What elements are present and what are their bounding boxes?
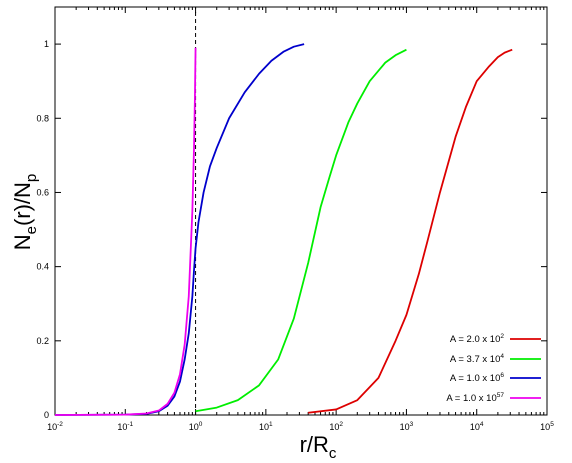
legend-label-exp: 4 xyxy=(500,353,504,360)
series-line-4 xyxy=(54,47,197,416)
series-line-2 xyxy=(195,48,407,413)
x-tick-label-base: 10 xyxy=(117,422,127,432)
y-tick-label: 0 xyxy=(44,410,49,420)
legend-label-prefix: A = 1.0 x 10 xyxy=(450,373,500,384)
x-tick-label-exp: 1 xyxy=(269,421,273,428)
x-tick-label-exp: -2 xyxy=(57,421,63,428)
x-tick-label: 105 xyxy=(540,421,554,432)
legend-label-4: A = 1.0 x 1057 xyxy=(446,392,504,404)
x-tick-label-exp: 3 xyxy=(410,421,414,428)
x-axis-title-main: r/R xyxy=(300,432,329,457)
x-tick-label-exp: 0 xyxy=(199,421,203,428)
legend-label-exp: 6 xyxy=(500,372,504,379)
legend-label-1: A = 2.0 x 102 xyxy=(450,333,504,345)
legend-label-exp: 2 xyxy=(500,333,504,340)
y-tick-label: 0.4 xyxy=(36,262,49,272)
x-tick-label-exp: -1 xyxy=(127,421,133,428)
y-tick-label: 1 xyxy=(44,39,49,49)
x-tick-label-base: 10 xyxy=(540,422,550,432)
x-tick-label: 10-1 xyxy=(117,421,133,432)
legend-label-3: A = 1.0 x 106 xyxy=(450,372,504,384)
plot-frame xyxy=(54,6,548,416)
x-tick-label: 102 xyxy=(329,421,343,432)
x-tick-label: 101 xyxy=(259,421,273,432)
y-axis-title-sub: e xyxy=(23,226,40,234)
series-line-1 xyxy=(308,48,513,414)
x-tick-label-base: 10 xyxy=(259,422,269,432)
y-axis-title: Ne(r)/Np xyxy=(10,174,40,251)
series-group xyxy=(54,43,513,416)
legend-label-exp: 57 xyxy=(497,392,505,399)
x-tick-label-base: 10 xyxy=(47,422,57,432)
y-axis-title-sub2: p xyxy=(23,174,40,182)
x-tick-label-base: 10 xyxy=(470,422,480,432)
legend-label-prefix: A = 3.7 x 10 xyxy=(450,354,500,365)
x-tick-label-exp: 4 xyxy=(480,421,484,428)
y-tick-label: 0.8 xyxy=(36,113,49,123)
legend-label-prefix: A = 1.0 x 10 xyxy=(446,393,496,404)
y-tick-label: 0.2 xyxy=(36,336,49,346)
y-tick-label: 0.6 xyxy=(36,187,49,197)
series-line-3 xyxy=(54,43,305,416)
x-tick-label-base: 10 xyxy=(400,422,410,432)
x-tick-label-base: 10 xyxy=(189,422,199,432)
x-tick-label: 10-2 xyxy=(47,421,63,432)
legend-label-prefix: A = 2.0 x 10 xyxy=(450,334,500,345)
x-tick-label: 103 xyxy=(400,421,414,432)
legend-label-2: A = 3.7 x 104 xyxy=(450,353,504,365)
y-axis-title-rest: (r)/N xyxy=(10,182,35,226)
x-axis-title: r/Rc xyxy=(300,432,337,462)
x-tick-label-exp: 5 xyxy=(550,421,554,428)
x-axis-title-sub: c xyxy=(329,445,337,462)
x-tick-label-base: 10 xyxy=(329,422,339,432)
x-tick-label-exp: 2 xyxy=(339,421,343,428)
x-tick-label: 104 xyxy=(470,421,484,432)
x-tick-label: 100 xyxy=(189,421,203,432)
y-axis-title-main: N xyxy=(10,234,35,250)
